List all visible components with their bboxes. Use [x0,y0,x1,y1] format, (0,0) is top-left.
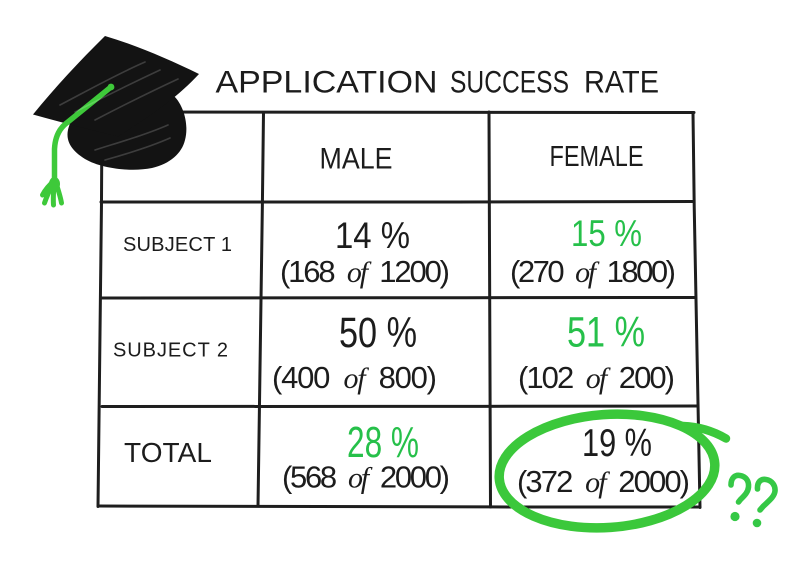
svg-text:RATE: RATE [584,64,659,100]
svg-text:TOTAL: TOTAL [124,437,212,468]
svg-text:19 %: 19 % [582,422,652,465]
svg-text:(168 of 1200): (168 of 1200) [280,254,450,289]
svg-text:(400 of 800): (400 of 800) [272,360,437,395]
svg-text:SUBJECT 2: SUBJECT 2 [113,340,228,362]
svg-text:14 %: 14 % [335,215,410,256]
svg-text:FEMALE: FEMALE [550,141,644,173]
svg-text:SUCCESS: SUCCESS [450,64,569,100]
svg-text:28 %: 28 % [347,418,419,467]
svg-text:MALE: MALE [320,143,393,176]
svg-text:APPLICATION: APPLICATION [216,64,438,100]
svg-text:51 %: 51 % [567,309,645,357]
svg-text:(372 of 2000): (372 of 2000) [517,464,690,499]
svg-text:50 %: 50 % [339,309,417,357]
svg-text:(270 of 1800): (270 of 1800) [510,254,676,289]
svg-text:(568 of 2000): (568 of 2000) [282,460,450,495]
svg-text:SUBJECT 1: SUBJECT 1 [123,234,232,256]
svg-text:(102 of 200): (102 of 200) [518,360,675,395]
svg-text:15 %: 15 % [571,213,642,254]
